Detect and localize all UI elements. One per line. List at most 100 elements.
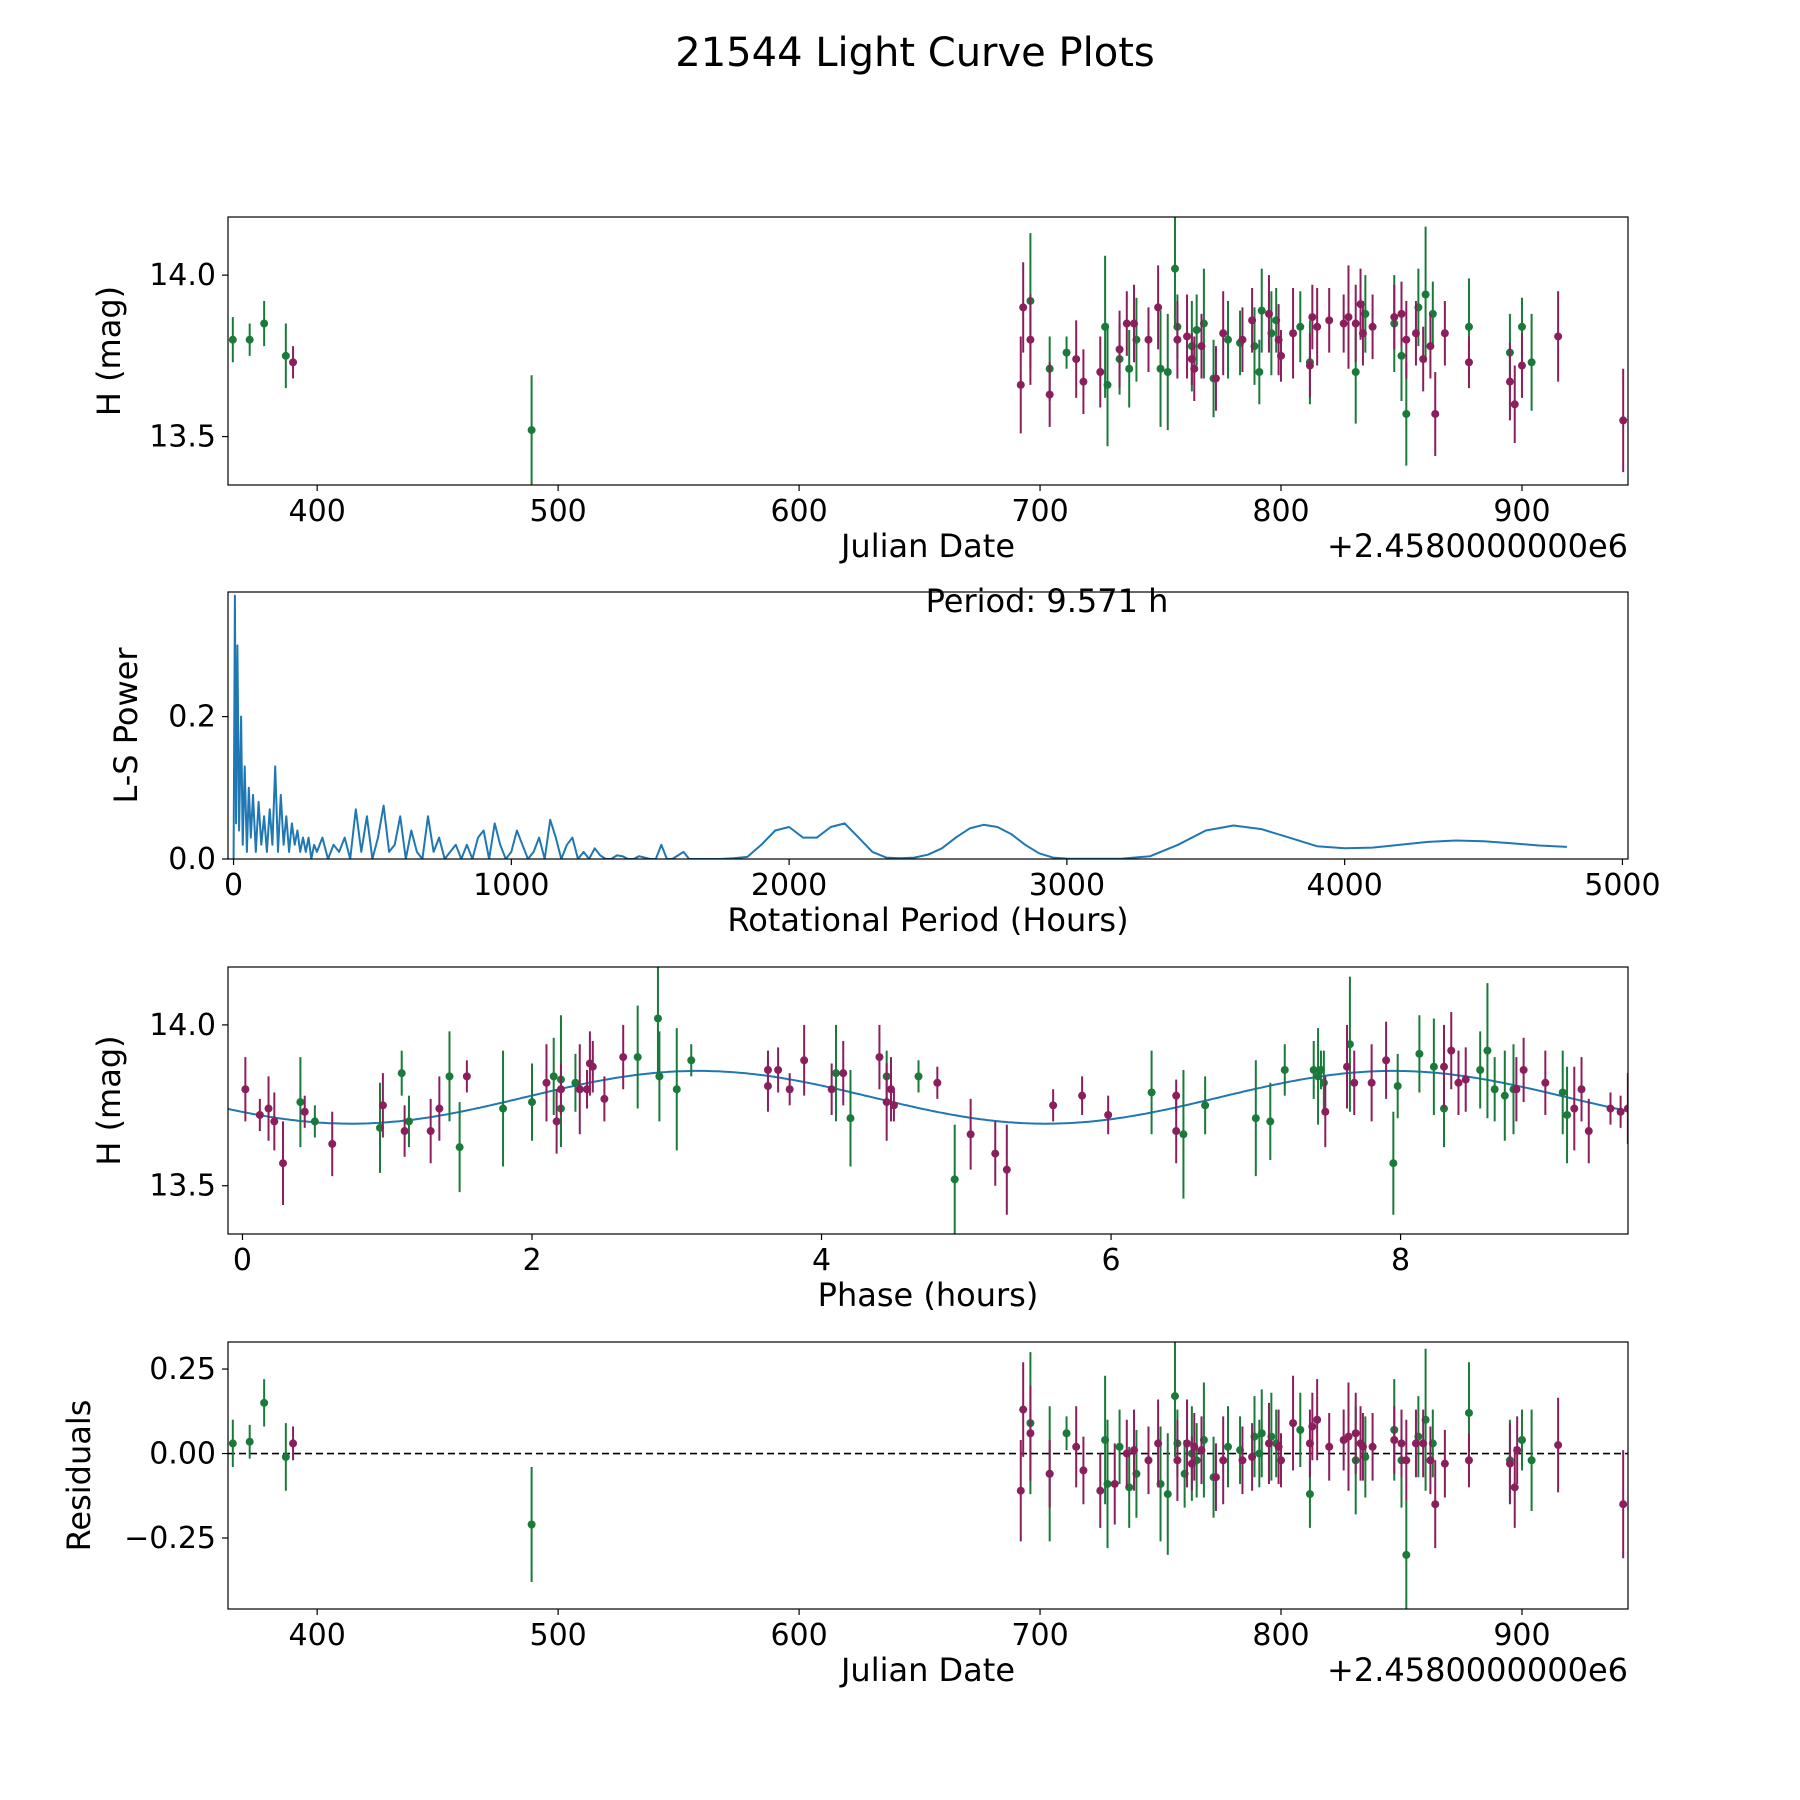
data-point-magenta <box>1390 1436 1399 1445</box>
x-tick-label: 500 <box>529 1618 586 1653</box>
data-point-green <box>1476 1065 1485 1074</box>
data-point-magenta <box>1211 374 1220 383</box>
data-point-magenta <box>1072 355 1081 364</box>
data-point-magenta <box>1219 1456 1228 1465</box>
data-point-magenta <box>1344 313 1353 322</box>
x-tick-label: 6 <box>1102 1243 1121 1278</box>
data-point-magenta <box>588 1062 597 1071</box>
data-point-magenta <box>1190 364 1199 373</box>
data-point-green <box>1179 1130 1188 1139</box>
panel-periodogram: 0 1000 2000 3000 4000 5000 0.0 0.2 Rotational Pe… <box>107 582 1661 939</box>
data-point-green <box>1500 1091 1509 1100</box>
periodogram-line <box>232 594 1567 859</box>
data-point-magenta <box>1619 1500 1628 1509</box>
data-point-magenta <box>1172 1091 1181 1100</box>
data-point-magenta <box>1513 1446 1522 1455</box>
y-tick-label: 0.0 <box>168 842 216 877</box>
data-point-green <box>445 1072 454 1081</box>
data-point-green <box>1517 1436 1526 1445</box>
data-point-magenta <box>300 1107 309 1116</box>
data-point-magenta <box>1313 322 1322 331</box>
data-point-green <box>1280 1065 1289 1074</box>
data-point-magenta <box>1397 309 1406 318</box>
data-point-green <box>310 1117 319 1126</box>
data-point-magenta <box>1016 1486 1025 1495</box>
data-point-green <box>1305 1490 1314 1499</box>
plot-area <box>228 967 1628 1234</box>
data-point-green <box>549 1072 558 1081</box>
x-tick-label: 400 <box>289 1618 346 1653</box>
x-axis-label: Julian Date <box>839 527 1015 565</box>
data-point-green <box>1490 1085 1499 1094</box>
data-point-magenta <box>575 1085 584 1094</box>
data-point-green <box>1125 364 1134 373</box>
data-point-green <box>1296 1425 1305 1434</box>
data-point-magenta <box>1351 1429 1360 1438</box>
axes-frame <box>227 216 1629 486</box>
data-point-magenta <box>1305 361 1314 370</box>
data-point-green <box>1257 1429 1266 1438</box>
data-point-magenta <box>600 1094 609 1103</box>
y-tick-label: 14.0 <box>149 258 216 293</box>
data-point-magenta <box>1026 1429 1035 1438</box>
data-point-magenta <box>1505 377 1514 386</box>
data-point-magenta <box>1019 303 1028 312</box>
data-point-green <box>687 1056 696 1065</box>
data-point-magenta <box>1325 316 1334 325</box>
data-point-magenta <box>1045 1469 1054 1478</box>
y-tick-label: 13.5 <box>149 420 216 455</box>
data-point-magenta <box>1351 319 1360 328</box>
data-point-magenta <box>241 1085 250 1094</box>
data-point-magenta <box>1072 1442 1081 1451</box>
y-tick-label: 0.2 <box>168 700 216 735</box>
data-point-magenta <box>1096 1486 1105 1495</box>
data-point-magenta <box>1570 1104 1579 1113</box>
data-point-magenta <box>1343 1062 1352 1071</box>
data-point-magenta <box>1505 1459 1514 1468</box>
data-point-magenta <box>255 1110 264 1119</box>
data-point-green <box>260 1398 269 1407</box>
data-point-green <box>1429 1062 1438 1071</box>
data-point-magenta <box>933 1078 942 1087</box>
data-point-magenta <box>1248 316 1257 325</box>
data-point-magenta <box>279 1159 288 1168</box>
x-tick-label: 0 <box>233 1243 252 1278</box>
data-point-green <box>1103 1479 1112 1488</box>
data-point-green <box>281 351 290 360</box>
data-point-magenta <box>1313 1415 1322 1424</box>
data-point-magenta <box>1289 1419 1298 1428</box>
data-point-green <box>281 1452 290 1461</box>
data-point-magenta <box>1115 345 1124 354</box>
data-point-magenta <box>1172 1127 1181 1136</box>
data-point-magenta <box>1277 351 1286 360</box>
data-point-magenta <box>1344 1432 1353 1441</box>
axes-frame <box>227 591 1629 860</box>
data-point-magenta <box>827 1085 836 1094</box>
data-point-green <box>245 335 254 344</box>
fit-curve <box>228 1069 1628 1125</box>
data-point-magenta <box>1512 1085 1521 1094</box>
data-point-magenta <box>1517 361 1526 370</box>
data-point-magenta <box>1431 1500 1440 1509</box>
data-point-magenta <box>1584 1127 1593 1136</box>
data-point-magenta <box>1110 1479 1119 1488</box>
data-point-magenta <box>400 1127 409 1136</box>
data-point-green <box>633 1053 642 1062</box>
data-point-green <box>846 1114 855 1123</box>
y-tick-label: −0.25 <box>124 1521 216 1556</box>
data-point-magenta <box>1211 1473 1220 1482</box>
data-point-magenta <box>1173 335 1182 344</box>
data-point-magenta <box>1002 1165 1011 1174</box>
data-point-magenta <box>1183 1439 1192 1448</box>
data-point-magenta <box>426 1127 435 1136</box>
data-point-magenta <box>774 1065 783 1074</box>
data-point-green <box>571 1078 580 1087</box>
panel-residuals: 400 500 600 700 800 900 −0.25 0.00 0.25 Julian Da… <box>60 1341 1629 1689</box>
data-point-magenta <box>1144 335 1153 344</box>
data-point-magenta <box>1173 1456 1182 1465</box>
data-point-green <box>1062 348 1071 357</box>
data-point-magenta <box>1382 1056 1391 1065</box>
data-point-green <box>1389 1159 1398 1168</box>
data-point-magenta <box>1554 1441 1563 1450</box>
